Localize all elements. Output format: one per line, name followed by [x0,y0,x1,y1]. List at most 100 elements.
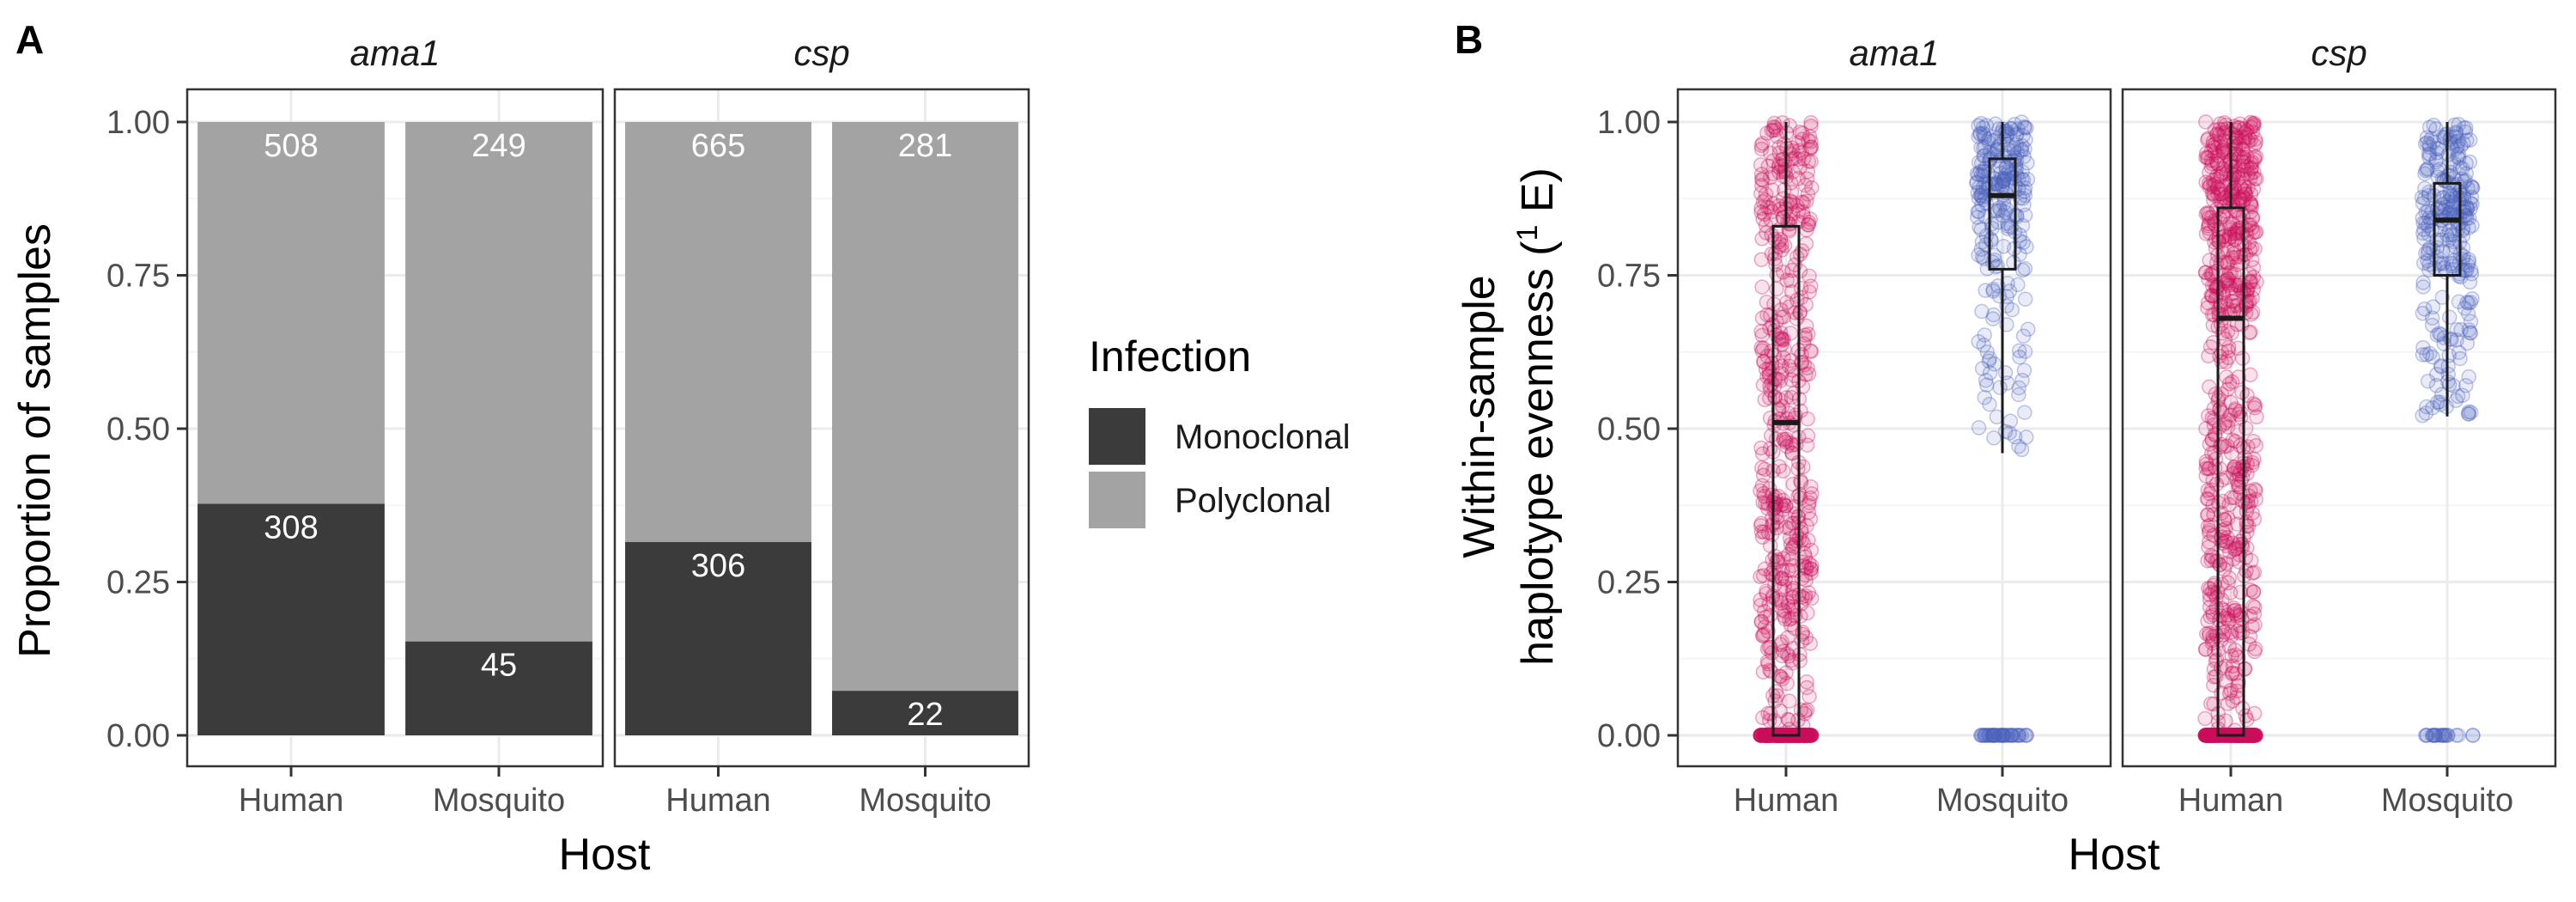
panel-b-csp-x-tick-label: Human [2178,783,2284,819]
data-point [2441,232,2457,248]
data-point [1971,204,1987,219]
data-point [2243,114,2258,131]
data-point [1764,343,1779,359]
data-point [2202,379,2217,395]
data-point [1781,563,1796,578]
data-point [1776,163,1792,180]
data-point [2204,604,2221,620]
data-point [2207,176,2223,192]
data-point [1756,728,1771,743]
data-point [2220,611,2235,626]
data-point [1800,360,1815,375]
data-point [1753,515,1769,532]
data-point [1971,333,1987,350]
data-point [1974,303,1990,320]
data-point [1753,157,1769,173]
data-point [2016,184,2032,199]
data-point [1799,728,1815,743]
data-point [1793,472,1808,489]
panel-b-y-axis-title-line2: haplotype evenness (1 E) [1511,168,1563,666]
data-point [1987,728,2003,743]
data-point [2232,190,2248,206]
data-point [2212,557,2228,572]
data-point [1755,211,1771,227]
data-point [2199,728,2215,743]
data-point [2240,217,2257,234]
data-point [1755,728,1771,743]
data-point [2246,728,2262,743]
data-point [2208,668,2224,685]
data-point [1770,371,1786,387]
data-point [1767,251,1783,267]
data-point [1803,278,1819,294]
data-point [1777,238,1793,253]
data-point [2246,149,2263,165]
data-point [1754,529,1771,545]
data-point [2242,367,2258,383]
data-point [2239,159,2255,174]
data-point [2209,126,2225,143]
data-point [1800,728,1815,743]
data-point [1769,281,1784,297]
data-point [1755,377,1771,393]
data-point [2218,158,2233,174]
panel-a-csp-panel-border [613,88,1030,768]
data-point [2201,534,2217,550]
data-point [2226,298,2241,314]
data-point [2248,224,2264,240]
data-point [1977,389,1993,405]
data-point [2198,149,2214,165]
panel-b-y-axis-title-main: haplotype evenness ( [1513,241,1563,666]
data-point [1760,501,1776,516]
data-point [1753,728,1770,743]
data-point [2220,255,2235,271]
data-point [1804,728,1820,743]
data-point [1767,119,1783,136]
data-point [1777,498,1794,514]
data-point [2222,229,2239,245]
data-point [2000,276,2015,291]
data-point [2246,606,2263,622]
data-point [2234,141,2251,156]
data-point [2215,535,2231,552]
data-point [1803,139,1819,155]
data-point [1763,212,1778,228]
data-point [1993,165,2008,181]
data-point [2220,438,2235,454]
data-point [1760,496,1776,512]
data-point [1986,132,2002,149]
data-point [1803,119,1819,134]
data-point [1792,159,1808,175]
data-point [2245,728,2260,743]
data-point [1977,130,1993,145]
panel-b-y-axis-title-superscript: 1 [1511,225,1544,241]
data-point [2198,114,2214,130]
data-point [2226,246,2242,262]
data-point [2451,146,2467,162]
data-point [2198,728,2214,743]
data-point [2197,728,2213,743]
bar-polyclonal-mosquito [405,122,592,642]
data-point [2215,627,2231,643]
data-point [1977,327,1992,343]
data-point [2441,376,2458,393]
data-point [2246,115,2262,131]
data-point [2231,369,2246,385]
data-point [1778,665,1794,681]
data-point [1776,496,1791,512]
data-point [2219,538,2234,554]
data-point [1996,171,2012,187]
data-point [1767,548,1783,564]
data-point [1774,337,1789,352]
data-point [2204,277,2221,294]
data-point [1791,143,1807,159]
data-point [2007,429,2023,445]
data-point [2433,728,2449,743]
data-point [2009,145,2026,161]
data-point [1787,150,1803,166]
points-human [2197,114,2264,743]
data-point [1802,636,1819,651]
data-point [2200,728,2216,743]
data-point [1801,504,1817,521]
data-point [1757,489,1772,504]
